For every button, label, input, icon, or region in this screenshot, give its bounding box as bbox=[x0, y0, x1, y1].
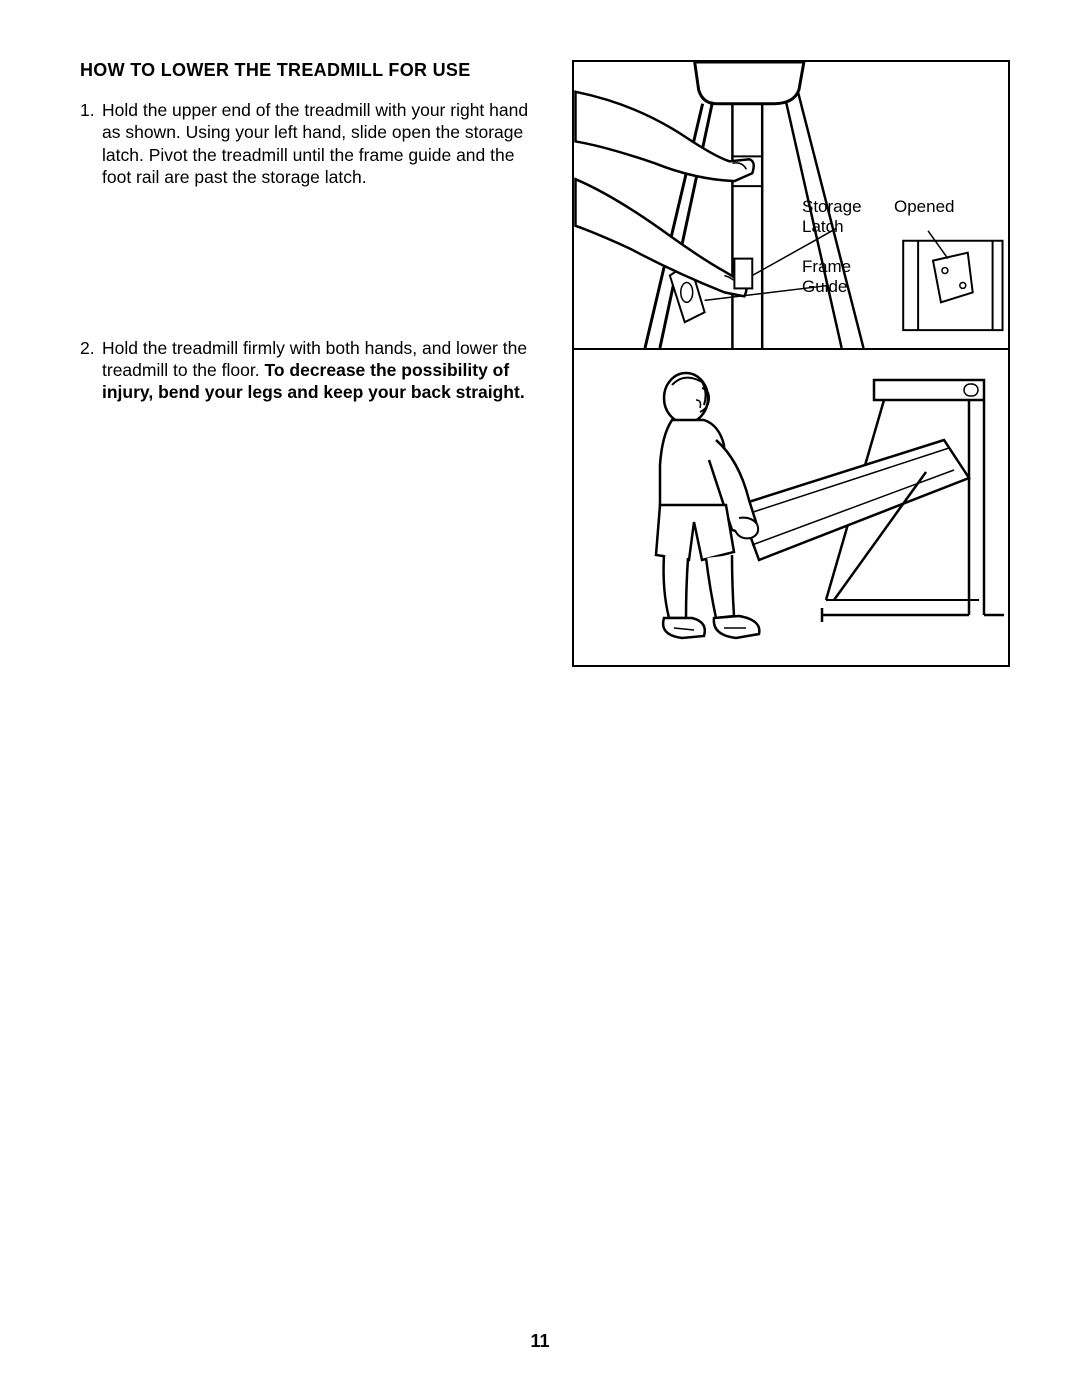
figure-column: Storage Latch Opened Frame Guide bbox=[572, 60, 1010, 667]
figure-2-svg bbox=[574, 350, 1008, 665]
step-1-text: Hold the upper end of the treadmill with… bbox=[102, 99, 542, 189]
page-body: HOW TO LOWER THE TREADMILL FOR USE 1. Ho… bbox=[0, 0, 1080, 667]
spacer bbox=[80, 207, 542, 337]
callout-storage-latch: Storage Latch bbox=[802, 197, 862, 236]
section-heading: HOW TO LOWER THE TREADMILL FOR USE bbox=[80, 60, 542, 81]
callout-frame-guide-line2: Guide bbox=[802, 277, 847, 296]
figure-stack: Storage Latch Opened Frame Guide bbox=[572, 60, 1010, 667]
callout-frame-guide: Frame Guide bbox=[802, 257, 851, 296]
step-2-text: Hold the treadmill firmly with both hand… bbox=[102, 337, 542, 404]
callout-storage-latch-line2: Latch bbox=[802, 217, 844, 236]
figure-2 bbox=[574, 350, 1008, 665]
step-2-number: 2. bbox=[80, 337, 102, 404]
step-2: 2. Hold the treadmill firmly with both h… bbox=[80, 337, 542, 404]
callout-opened: Opened bbox=[894, 197, 955, 217]
page-number: 11 bbox=[0, 1331, 1080, 1352]
step-1-number: 1. bbox=[80, 99, 102, 189]
figure-1: Storage Latch Opened Frame Guide bbox=[574, 62, 1008, 350]
text-column: HOW TO LOWER THE TREADMILL FOR USE 1. Ho… bbox=[80, 60, 552, 667]
step-1: 1. Hold the upper end of the treadmill w… bbox=[80, 99, 542, 189]
callout-storage-latch-line1: Storage bbox=[802, 197, 862, 216]
callout-frame-guide-line1: Frame bbox=[802, 257, 851, 276]
